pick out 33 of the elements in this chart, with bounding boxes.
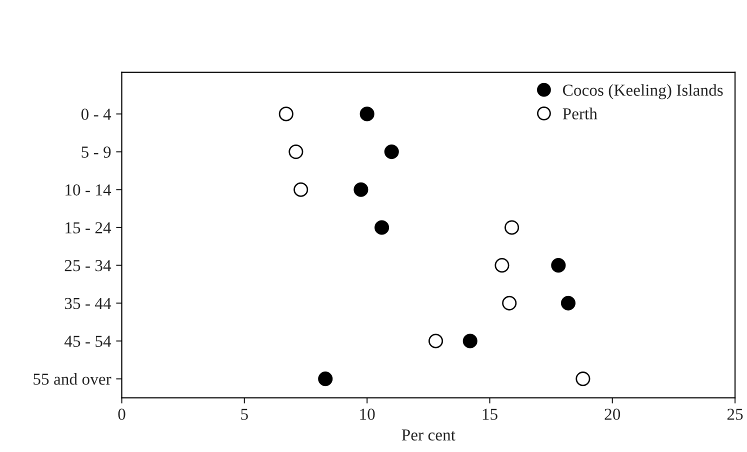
y-tick-label: 5 - 9 — [82, 146, 111, 158]
x-tick-label: 15 — [482, 408, 498, 420]
point — [576, 372, 590, 386]
point — [278, 106, 294, 122]
y-tick-label: 10 - 14 — [66, 184, 112, 196]
point — [318, 372, 333, 386]
x-tick-label: 0 — [118, 408, 126, 420]
point — [560, 296, 576, 310]
point — [494, 258, 510, 273]
legend-label: Cocos (Keeling) Islands — [562, 84, 723, 100]
point — [502, 296, 517, 310]
x-tick-label: 25 — [727, 408, 743, 420]
x-tick-label: 5 — [241, 408, 248, 420]
point — [374, 220, 390, 235]
y-tick-label: 55 and over — [34, 373, 112, 385]
x-tick-label: 20 — [604, 408, 620, 420]
y-tick-label: 35 - 44 — [64, 298, 112, 310]
y-tick-label: 45 - 54 — [64, 336, 112, 347]
point — [551, 258, 566, 273]
point — [384, 144, 399, 160]
y-tick-label: 15 - 24 — [66, 222, 112, 234]
legend-label: Perth — [562, 108, 598, 120]
y-tick-label: 0 - 4 — [81, 108, 112, 120]
point — [360, 106, 374, 122]
point — [294, 182, 308, 197]
x-tick-label: 10 — [360, 408, 375, 420]
point — [462, 334, 478, 348]
x-axis-title: Per cent — [402, 430, 456, 441]
y-tick-label: 25 - 34 — [64, 260, 112, 272]
point — [354, 182, 368, 197]
point — [428, 334, 444, 348]
point — [288, 144, 304, 160]
point — [504, 220, 520, 235]
